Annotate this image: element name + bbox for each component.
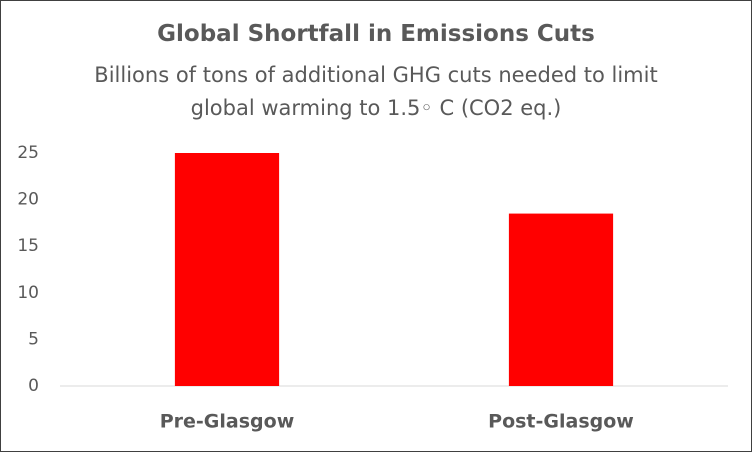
x-tick-label: Post-Glasgow <box>488 411 634 433</box>
bar <box>508 213 614 386</box>
bar <box>174 153 280 386</box>
y-tick-label: 0 <box>28 376 39 396</box>
chart-title: Global Shortfall in Emissions Cuts <box>157 21 595 47</box>
y-tick-label: 10 <box>17 283 39 303</box>
chart-subtitle: Billions of tons of additional GHG cuts … <box>94 63 658 120</box>
y-tick-label: 25 <box>17 143 39 163</box>
y-tick-label: 5 <box>28 329 39 349</box>
y-tick-label: 15 <box>17 236 39 256</box>
x-tick-label: Pre-Glasgow <box>160 411 295 433</box>
y-tick-label: 20 <box>17 190 39 210</box>
